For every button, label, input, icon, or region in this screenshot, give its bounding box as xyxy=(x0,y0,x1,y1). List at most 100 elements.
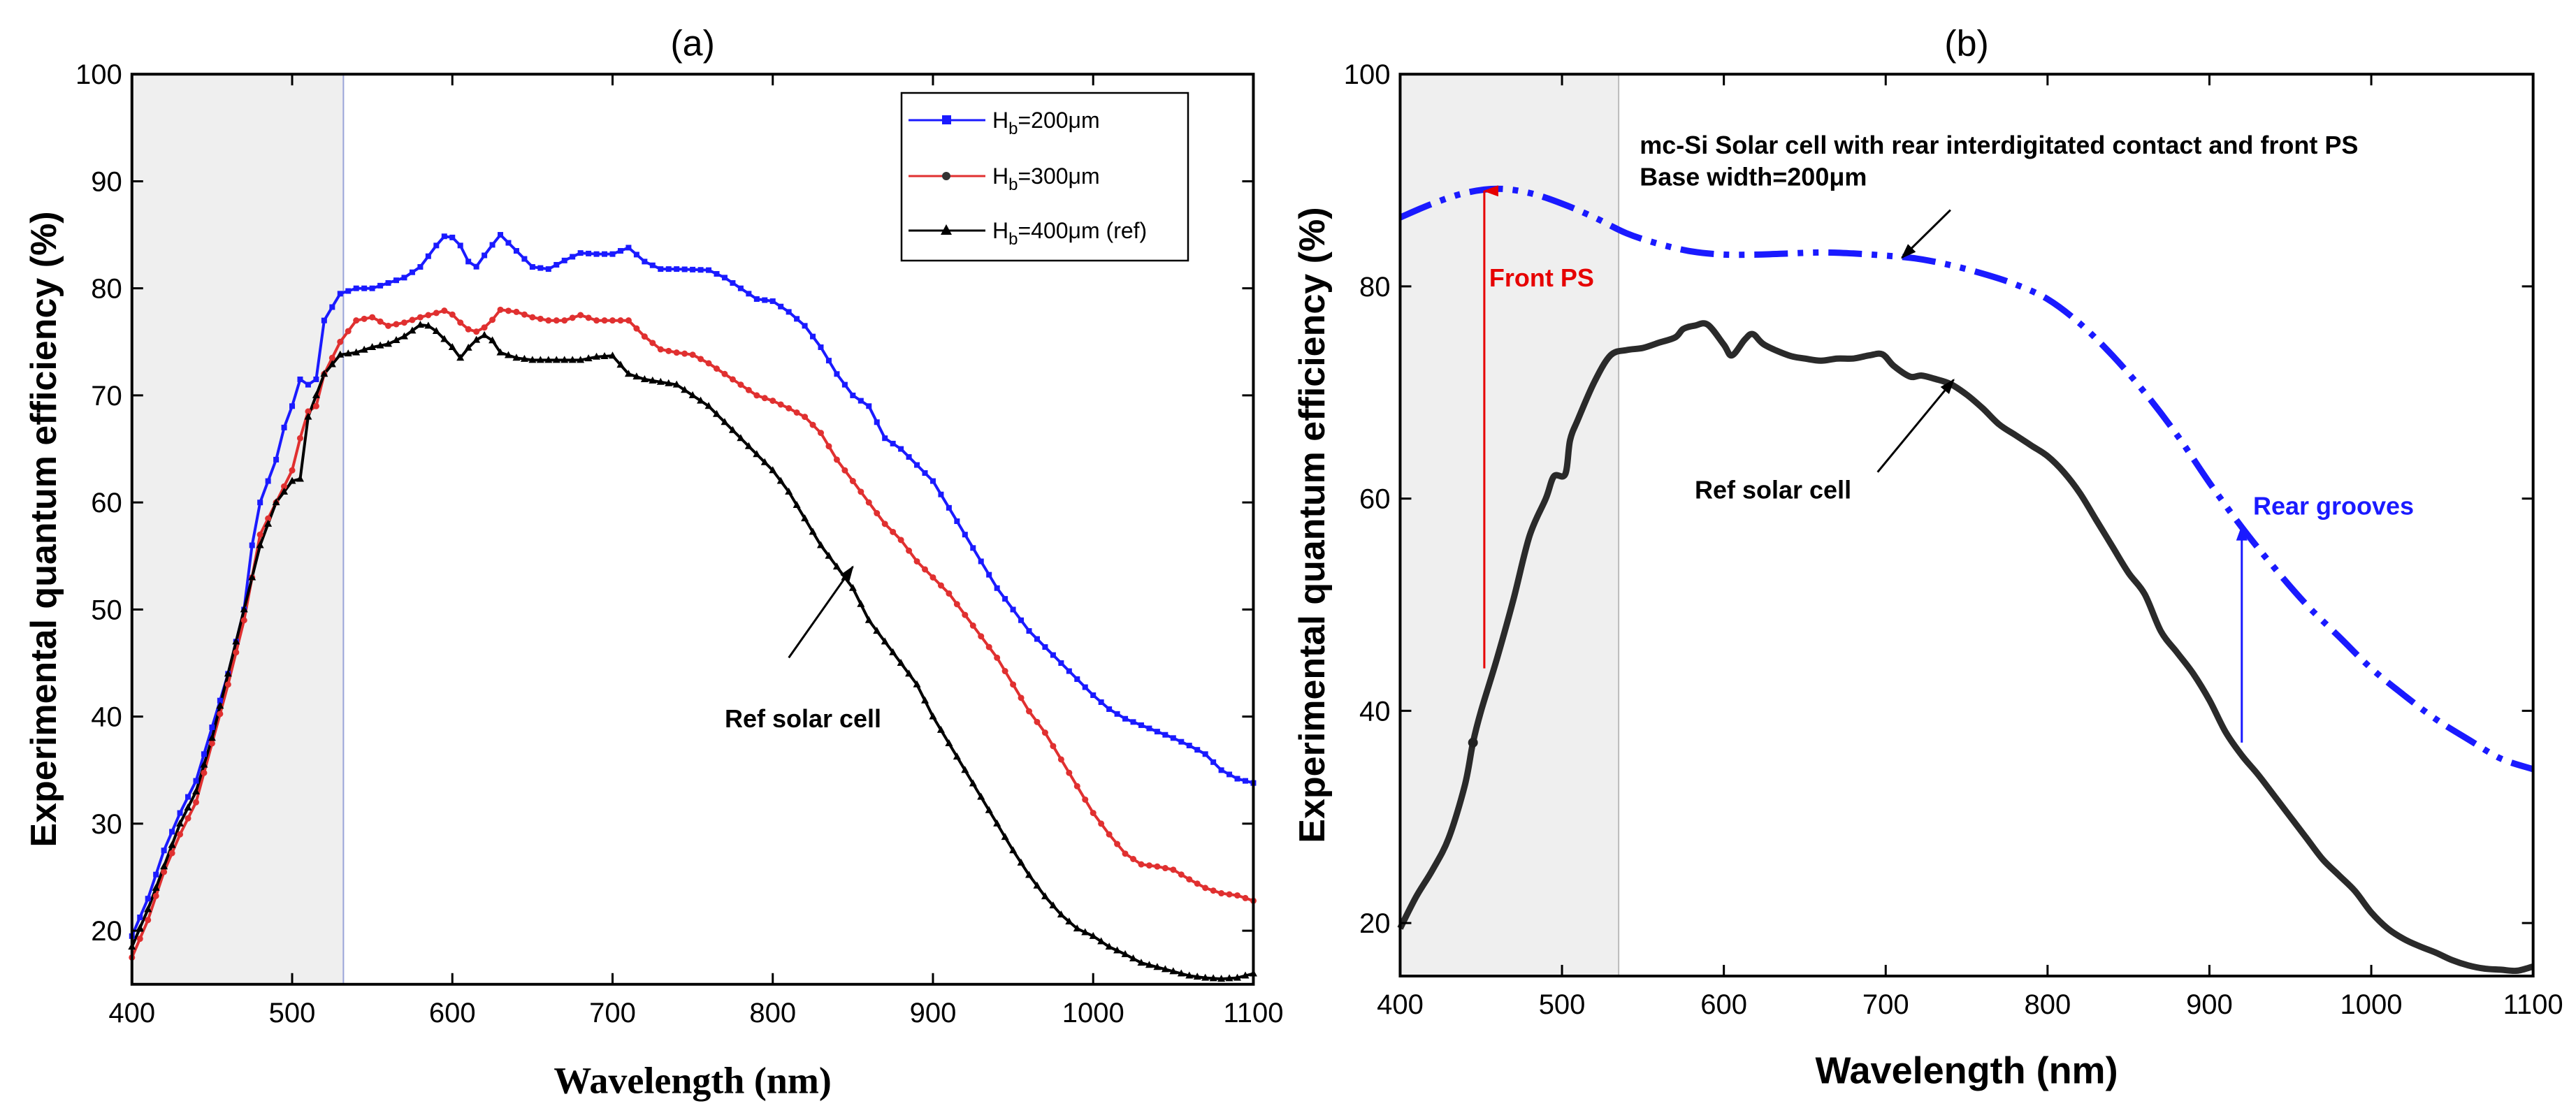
data-point xyxy=(1154,729,1160,735)
data-point xyxy=(641,333,648,340)
data-point xyxy=(906,547,913,554)
data-point xyxy=(336,350,345,358)
data-point xyxy=(385,322,392,329)
data-point xyxy=(496,348,505,356)
data-point xyxy=(361,315,368,322)
data-point xyxy=(536,356,544,363)
data-point xyxy=(288,476,296,484)
data-point xyxy=(257,500,263,506)
data-point xyxy=(369,314,376,321)
data-point xyxy=(232,637,240,645)
data-point xyxy=(672,380,681,388)
data-point xyxy=(954,518,960,525)
series-line-ps xyxy=(1398,185,2535,773)
data-point xyxy=(152,892,159,899)
data-point xyxy=(1010,606,1016,613)
data-point xyxy=(265,478,271,484)
data-point xyxy=(1227,771,1233,778)
data-point xyxy=(353,317,360,324)
data-point xyxy=(600,351,609,359)
data-point xyxy=(681,386,689,393)
legend-item-hb200: Hb=200μm xyxy=(909,108,1100,138)
data-point xyxy=(721,370,728,377)
data-point xyxy=(978,633,985,640)
data-point xyxy=(584,354,593,362)
data-point xyxy=(537,265,544,271)
data-point xyxy=(793,501,801,509)
data-point xyxy=(697,267,704,273)
data-point xyxy=(256,541,264,548)
data-point xyxy=(1225,974,1233,982)
data-point xyxy=(441,307,448,314)
data-point xyxy=(1050,652,1056,658)
data-point xyxy=(946,504,952,511)
data-point xyxy=(448,342,456,350)
x-tick-label: 800 xyxy=(749,998,796,1028)
data-point xyxy=(593,317,600,324)
y-tick-label: 100 xyxy=(75,59,122,90)
data-point xyxy=(153,871,159,878)
data-point xyxy=(449,311,456,318)
data-point xyxy=(753,450,761,458)
data-point xyxy=(760,458,769,465)
data-point xyxy=(416,321,424,328)
data-point xyxy=(1122,850,1129,857)
data-point xyxy=(609,251,616,257)
data-point xyxy=(1049,901,1057,909)
data-point xyxy=(497,306,504,313)
data-point xyxy=(1057,756,1064,763)
panel-a: 400 500 600 700 800 900 1000 1100 20 30 40 50 60 70 80… xyxy=(24,23,1283,1101)
data-point xyxy=(161,868,168,875)
data-point xyxy=(906,454,912,460)
data-point xyxy=(608,351,616,359)
data-point xyxy=(633,325,640,332)
data-point xyxy=(1138,861,1145,868)
x-tick-label: 500 xyxy=(1539,989,1586,1020)
annotation-arrow xyxy=(1900,209,1951,259)
data-point xyxy=(400,319,407,326)
data-point xyxy=(361,285,368,291)
data-point xyxy=(168,841,176,848)
data-point xyxy=(762,297,768,303)
data-point xyxy=(665,347,672,354)
data-point xyxy=(857,599,865,607)
data-point xyxy=(890,440,896,446)
data-point xyxy=(201,769,208,776)
data-point xyxy=(281,424,287,430)
data-point xyxy=(809,421,816,428)
data-point xyxy=(208,740,215,747)
data-point xyxy=(953,601,960,608)
data-point xyxy=(505,240,512,246)
x-axis-label: Wavelength (nm) xyxy=(1816,1049,2118,1091)
data-point xyxy=(665,266,672,272)
data-point xyxy=(425,312,432,319)
data-point xyxy=(585,314,592,321)
data-point xyxy=(833,456,840,463)
data-point xyxy=(441,233,447,240)
legend-item-hb300: Hb=300μm xyxy=(909,163,1100,194)
data-point xyxy=(1113,946,1122,954)
data-point xyxy=(970,545,976,551)
data-point xyxy=(553,261,560,268)
data-point xyxy=(649,376,657,384)
data-point xyxy=(801,514,809,522)
data-point xyxy=(978,558,984,565)
data-point xyxy=(753,296,760,303)
data-point xyxy=(753,392,760,399)
data-point xyxy=(145,896,151,902)
data-point xyxy=(706,267,712,273)
data-point xyxy=(464,343,472,351)
data-point xyxy=(489,336,497,344)
data-point xyxy=(1170,735,1176,741)
x-tick-label: 700 xyxy=(589,998,636,1028)
data-point xyxy=(393,321,400,328)
data-point xyxy=(874,419,880,425)
data-point xyxy=(544,356,553,363)
y-axis-label: Experimental quantum efficiency (%) xyxy=(1292,207,1333,843)
annotation-ref-solar-cell: Ref solar cell xyxy=(725,704,881,733)
data-point xyxy=(1073,783,1080,790)
data-point xyxy=(818,430,825,437)
data-point xyxy=(240,617,247,624)
data-point xyxy=(1202,885,1209,892)
x-tick-label: 500 xyxy=(269,998,316,1028)
